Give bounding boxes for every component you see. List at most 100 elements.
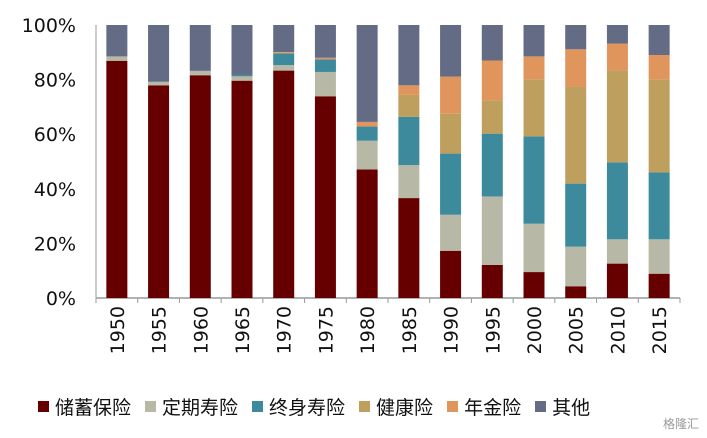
bar-segment	[481, 133, 503, 197]
legend-label: 定期寿险	[162, 397, 239, 419]
legend-swatch	[359, 401, 371, 412]
legend-swatch	[447, 401, 459, 412]
bar-segment	[481, 264, 503, 298]
legend-item: 终身寿险	[252, 393, 345, 420]
bar-segment	[273, 52, 295, 54]
legend-item: 健康险	[359, 393, 433, 420]
bar-segment	[565, 286, 587, 298]
bar-segment	[606, 25, 628, 44]
watermark: 格隆汇	[662, 417, 699, 431]
x-tick-label: 2005	[566, 306, 588, 354]
bar-segment	[565, 49, 587, 87]
bar-segment	[565, 86, 587, 184]
bar-segment	[314, 71, 336, 97]
y-tick-label: 0%	[46, 288, 76, 310]
bar-segment	[314, 59, 336, 72]
bar-segment	[314, 25, 336, 58]
bar-segment	[189, 75, 211, 299]
bar-segment	[648, 172, 670, 240]
bar-segment	[481, 25, 503, 61]
x-tick-label: 1970	[274, 306, 296, 354]
bar-segment	[523, 223, 545, 273]
bar-segment	[231, 76, 253, 81]
x-tick-label: 2015	[649, 306, 671, 354]
bar-segment	[314, 96, 336, 299]
bar-segment	[565, 25, 587, 50]
bar-segment	[273, 70, 295, 298]
bar-segment	[273, 25, 295, 53]
legend: 储蓄保险 定期寿险 终身寿险 健康险 年金险 其他	[38, 393, 590, 420]
bar-segment	[356, 169, 378, 298]
y-tick-label: 100%	[22, 15, 76, 37]
bar-segment	[356, 126, 378, 141]
legend-item: 定期寿险	[145, 393, 238, 420]
bar-segment	[231, 74, 253, 77]
bar-segment	[106, 25, 128, 57]
bar-segment	[481, 100, 503, 134]
bar-segment	[606, 43, 628, 71]
bar-segment	[148, 81, 170, 86]
bar-segment	[189, 70, 211, 76]
x-tick-label: 1955	[149, 306, 171, 354]
bar-segment	[523, 136, 545, 224]
bar-segment	[106, 56, 128, 61]
bar-segment	[231, 80, 253, 298]
bar-segment	[523, 79, 545, 137]
x-tick-label: 1980	[357, 306, 379, 354]
y-tick-label: 80%	[34, 70, 76, 92]
bar-segment	[356, 121, 378, 127]
bar-segment	[440, 25, 462, 77]
bar-segment	[398, 85, 420, 95]
bar-segment	[189, 25, 211, 71]
bar-segment	[648, 273, 670, 298]
bar-segment	[606, 162, 628, 240]
bar-segment	[398, 25, 420, 86]
bar-segment	[231, 25, 253, 75]
bar-segment	[148, 85, 170, 298]
legend-swatch	[252, 401, 264, 412]
bar-segment	[648, 239, 670, 274]
bar-segment	[648, 25, 670, 56]
bar-segment	[273, 52, 295, 53]
bar-segment	[523, 272, 545, 298]
legend-item: 储蓄保险	[38, 393, 131, 420]
bar-segment	[148, 25, 170, 82]
x-tick-label: 1990	[441, 306, 463, 354]
legend-label: 年金险	[464, 397, 522, 419]
bar-segment	[398, 165, 420, 199]
legend-label: 终身寿险	[269, 397, 346, 419]
x-tick-label: 2010	[607, 306, 629, 354]
bar-segment	[440, 153, 462, 215]
bar-segment	[398, 198, 420, 298]
legend-label: 其他	[552, 397, 591, 419]
legend-label: 储蓄保险	[55, 397, 132, 419]
bar-segment	[356, 25, 378, 122]
x-tick-label: 1975	[315, 306, 337, 354]
y-tick-label: 60%	[34, 124, 76, 146]
y-tick-label: 20%	[34, 233, 76, 255]
legend-swatch	[38, 401, 49, 412]
bar-segment	[356, 140, 378, 170]
bar-segment	[440, 113, 462, 154]
bar-segment	[606, 239, 628, 264]
bar-segment	[481, 60, 503, 101]
x-tick-label: 1960	[190, 306, 212, 354]
bar-segment	[481, 196, 503, 265]
x-tick-label: 2000	[524, 306, 546, 354]
bar-segment	[606, 70, 628, 163]
bar-segment	[565, 183, 587, 247]
x-tick-label: 1995	[482, 306, 504, 354]
legend-swatch	[145, 401, 157, 412]
bar-segment	[523, 56, 545, 80]
bar-segment	[440, 250, 462, 298]
bar-segment	[106, 60, 128, 298]
x-tick-label: 1950	[107, 306, 129, 354]
bar-segment	[440, 214, 462, 251]
x-tick-label: 1985	[399, 306, 421, 354]
legend-item: 年金险	[447, 393, 521, 420]
bar-segment	[648, 55, 670, 80]
legend-item: 其他	[535, 393, 590, 420]
bar-segment	[273, 53, 295, 66]
bar-segment	[648, 79, 670, 173]
